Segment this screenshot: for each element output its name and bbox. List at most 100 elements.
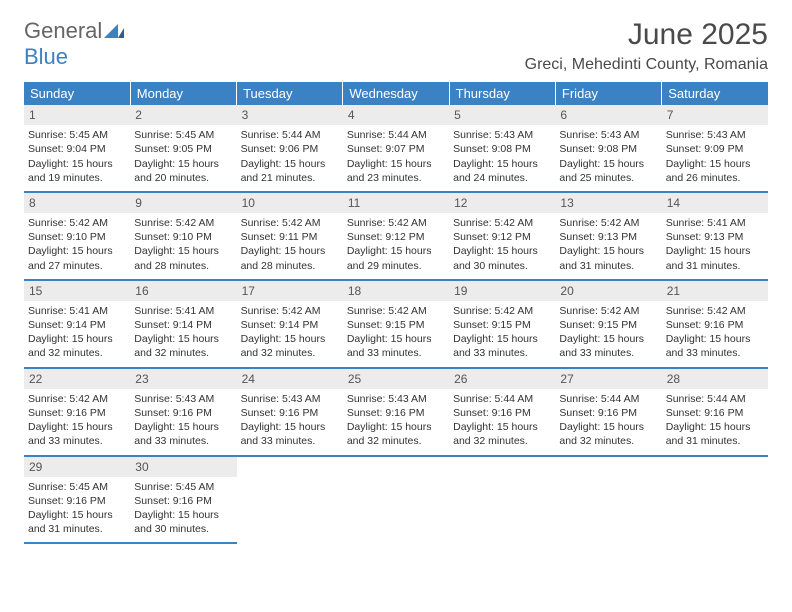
day-info: Sunrise: 5:45 AMSunset: 9:16 PMDaylight:… bbox=[28, 480, 126, 537]
day-number: 14 bbox=[662, 193, 768, 213]
calendar-day-cell: 10Sunrise: 5:42 AMSunset: 9:11 PMDayligh… bbox=[237, 192, 343, 280]
calendar-day-cell: 8 Sunrise: 5:42 AMSunset: 9:10 PMDaylight… bbox=[24, 192, 130, 280]
day-number: 23 bbox=[130, 369, 236, 389]
weekday-header: Tuesday bbox=[237, 82, 343, 105]
day-number: 11 bbox=[343, 193, 449, 213]
day-number: 27 bbox=[555, 369, 661, 389]
day-number: 2 bbox=[130, 105, 236, 125]
calendar-day-cell: 20 Sunrise: 5:42 AMSunset: 9:15 PMDayligh… bbox=[555, 280, 661, 368]
calendar-day-cell: 6 Sunrise: 5:43 AMSunset: 9:08 PMDaylight… bbox=[555, 105, 661, 192]
calendar-day-cell: 26 Sunrise: 5:44 AMSunset: 9:16 PMDayligh… bbox=[449, 368, 555, 456]
day-info: Sunrise: 5:42 AMSunset: 9:14 PMDaylight:… bbox=[241, 304, 339, 361]
day-info: Sunrise: 5:45 AMSunset: 9:16 PMDaylight:… bbox=[134, 480, 232, 537]
day-number: 20 bbox=[555, 281, 661, 301]
calendar-day-cell: 1 Sunrise: 5:45 AMSunset: 9:04 PMDaylight… bbox=[24, 105, 130, 192]
day-info: Sunrise: 5:43 AMSunset: 9:16 PMDaylight:… bbox=[134, 392, 232, 449]
location-subtitle: Greci, Mehedinti County, Romania bbox=[525, 56, 768, 74]
calendar-day-cell: 19 Sunrise: 5:42 AMSunset: 9:15 PMDayligh… bbox=[449, 280, 555, 368]
calendar-day-cell: 7 Sunrise: 5:43 AMSunset: 9:09 PMDaylight… bbox=[662, 105, 768, 192]
day-number: 16 bbox=[130, 281, 236, 301]
calendar-day-cell bbox=[662, 456, 768, 544]
calendar-day-cell bbox=[449, 456, 555, 544]
calendar-day-cell: 15Sunrise: 5:41 AMSunset: 9:14 PMDayligh… bbox=[24, 280, 130, 368]
calendar-day-cell: 18 Sunrise: 5:42 AMSunset: 9:15 PMDayligh… bbox=[343, 280, 449, 368]
day-info: Sunrise: 5:42 AMSunset: 9:16 PMDaylight:… bbox=[666, 304, 764, 361]
day-number: 15 bbox=[24, 281, 130, 301]
day-number: 26 bbox=[449, 369, 555, 389]
day-info: Sunrise: 5:42 AMSunset: 9:12 PMDaylight:… bbox=[347, 216, 445, 273]
logo: General Blue bbox=[24, 18, 124, 70]
day-number: 28 bbox=[662, 369, 768, 389]
day-info: Sunrise: 5:44 AMSunset: 9:16 PMDaylight:… bbox=[559, 392, 657, 449]
day-number: 21 bbox=[662, 281, 768, 301]
day-number: 24 bbox=[237, 369, 343, 389]
day-info: Sunrise: 5:43 AMSunset: 9:08 PMDaylight:… bbox=[453, 128, 551, 185]
calendar-day-cell: 22 Sunrise: 5:42 AMSunset: 9:16 PMDayligh… bbox=[24, 368, 130, 456]
calendar-week-row: 15Sunrise: 5:41 AMSunset: 9:14 PMDayligh… bbox=[24, 280, 768, 368]
weekday-header: Sunday bbox=[24, 82, 130, 105]
day-info: Sunrise: 5:43 AMSunset: 9:16 PMDaylight:… bbox=[241, 392, 339, 449]
calendar-day-cell: 25 Sunrise: 5:43 AMSunset: 9:16 PMDayligh… bbox=[343, 368, 449, 456]
day-number: 18 bbox=[343, 281, 449, 301]
logo-mark-icon bbox=[104, 18, 124, 44]
day-info: Sunrise: 5:42 AMSunset: 9:15 PMDaylight:… bbox=[347, 304, 445, 361]
weekday-header: Thursday bbox=[449, 82, 555, 105]
day-info: Sunrise: 5:44 AMSunset: 9:16 PMDaylight:… bbox=[666, 392, 764, 449]
calendar-day-cell: 3Sunrise: 5:44 AMSunset: 9:06 PMDaylight… bbox=[237, 105, 343, 192]
day-number: 25 bbox=[343, 369, 449, 389]
day-number: 30 bbox=[130, 457, 236, 477]
calendar-day-cell: 16 Sunrise: 5:41 AMSunset: 9:14 PMDayligh… bbox=[130, 280, 236, 368]
day-info: Sunrise: 5:42 AMSunset: 9:11 PMDaylight:… bbox=[241, 216, 339, 273]
calendar-day-cell: 13Sunrise: 5:42 AMSunset: 9:13 PMDayligh… bbox=[555, 192, 661, 280]
weekday-header: Saturday bbox=[662, 82, 768, 105]
calendar-day-cell: 4 Sunrise: 5:44 AMSunset: 9:07 PMDaylight… bbox=[343, 105, 449, 192]
day-info: Sunrise: 5:42 AMSunset: 9:15 PMDaylight:… bbox=[559, 304, 657, 361]
weekday-header-row: Sunday Monday Tuesday Wednesday Thursday… bbox=[24, 82, 768, 105]
day-info: Sunrise: 5:42 AMSunset: 9:10 PMDaylight:… bbox=[134, 216, 232, 273]
day-info: Sunrise: 5:43 AMSunset: 9:09 PMDaylight:… bbox=[666, 128, 764, 185]
calendar-week-row: 8Sunrise: 5:42 AMSunset: 9:10 PMDaylight… bbox=[24, 192, 768, 280]
day-number: 1 bbox=[24, 105, 130, 125]
day-number: 19 bbox=[449, 281, 555, 301]
calendar-day-cell: 9 Sunrise: 5:42 AMSunset: 9:10 PMDaylight… bbox=[130, 192, 236, 280]
calendar-day-cell: 17Sunrise: 5:42 AMSunset: 9:14 PMDayligh… bbox=[237, 280, 343, 368]
day-info: Sunrise: 5:43 AMSunset: 9:08 PMDaylight:… bbox=[559, 128, 657, 185]
title-block: June 2025 Greci, Mehedinti County, Roman… bbox=[525, 18, 768, 74]
day-number: 3 bbox=[237, 105, 343, 125]
calendar-day-cell bbox=[237, 456, 343, 544]
weekday-header: Wednesday bbox=[343, 82, 449, 105]
day-info: Sunrise: 5:44 AMSunset: 9:16 PMDaylight:… bbox=[453, 392, 551, 449]
day-number: 8 bbox=[24, 193, 130, 213]
day-info: Sunrise: 5:45 AMSunset: 9:05 PMDaylight:… bbox=[134, 128, 232, 185]
day-info: Sunrise: 5:45 AMSunset: 9:04 PMDaylight:… bbox=[28, 128, 126, 185]
day-number: 9 bbox=[130, 193, 236, 213]
day-info: Sunrise: 5:42 AMSunset: 9:16 PMDaylight:… bbox=[28, 392, 126, 449]
calendar-table: Sunday Monday Tuesday Wednesday Thursday… bbox=[24, 82, 768, 544]
day-info: Sunrise: 5:43 AMSunset: 9:16 PMDaylight:… bbox=[347, 392, 445, 449]
day-number: 13 bbox=[555, 193, 661, 213]
day-number: 6 bbox=[555, 105, 661, 125]
calendar-week-row: 1 Sunrise: 5:45 AMSunset: 9:04 PMDaylight… bbox=[24, 105, 768, 192]
day-info: Sunrise: 5:41 AMSunset: 9:13 PMDaylight:… bbox=[666, 216, 764, 273]
day-info: Sunrise: 5:42 AMSunset: 9:10 PMDaylight:… bbox=[28, 216, 126, 273]
day-number: 4 bbox=[343, 105, 449, 125]
calendar-day-cell: 23 Sunrise: 5:43 AMSunset: 9:16 PMDayligh… bbox=[130, 368, 236, 456]
weekday-header: Monday bbox=[130, 82, 236, 105]
day-info: Sunrise: 5:44 AMSunset: 9:07 PMDaylight:… bbox=[347, 128, 445, 185]
calendar-day-cell: 14 Sunrise: 5:41 AMSunset: 9:13 PMDayligh… bbox=[662, 192, 768, 280]
calendar-day-cell: 30 Sunrise: 5:45 AMSunset: 9:16 PMDayligh… bbox=[130, 456, 236, 544]
day-info: Sunrise: 5:42 AMSunset: 9:15 PMDaylight:… bbox=[453, 304, 551, 361]
month-title: June 2025 bbox=[525, 18, 768, 52]
calendar-day-cell: 28 Sunrise: 5:44 AMSunset: 9:16 PMDayligh… bbox=[662, 368, 768, 456]
logo-text: General Blue bbox=[24, 18, 124, 70]
logo-word-blue: Blue bbox=[24, 44, 68, 69]
day-number: 12 bbox=[449, 193, 555, 213]
calendar-day-cell: 21 Sunrise: 5:42 AMSunset: 9:16 PMDayligh… bbox=[662, 280, 768, 368]
day-number: 5 bbox=[449, 105, 555, 125]
weekday-header: Friday bbox=[555, 82, 661, 105]
calendar-week-row: 22 Sunrise: 5:42 AMSunset: 9:16 PMDayligh… bbox=[24, 368, 768, 456]
day-number: 22 bbox=[24, 369, 130, 389]
day-number: 7 bbox=[662, 105, 768, 125]
logo-word-general: General bbox=[24, 18, 102, 43]
day-info: Sunrise: 5:41 AMSunset: 9:14 PMDaylight:… bbox=[134, 304, 232, 361]
